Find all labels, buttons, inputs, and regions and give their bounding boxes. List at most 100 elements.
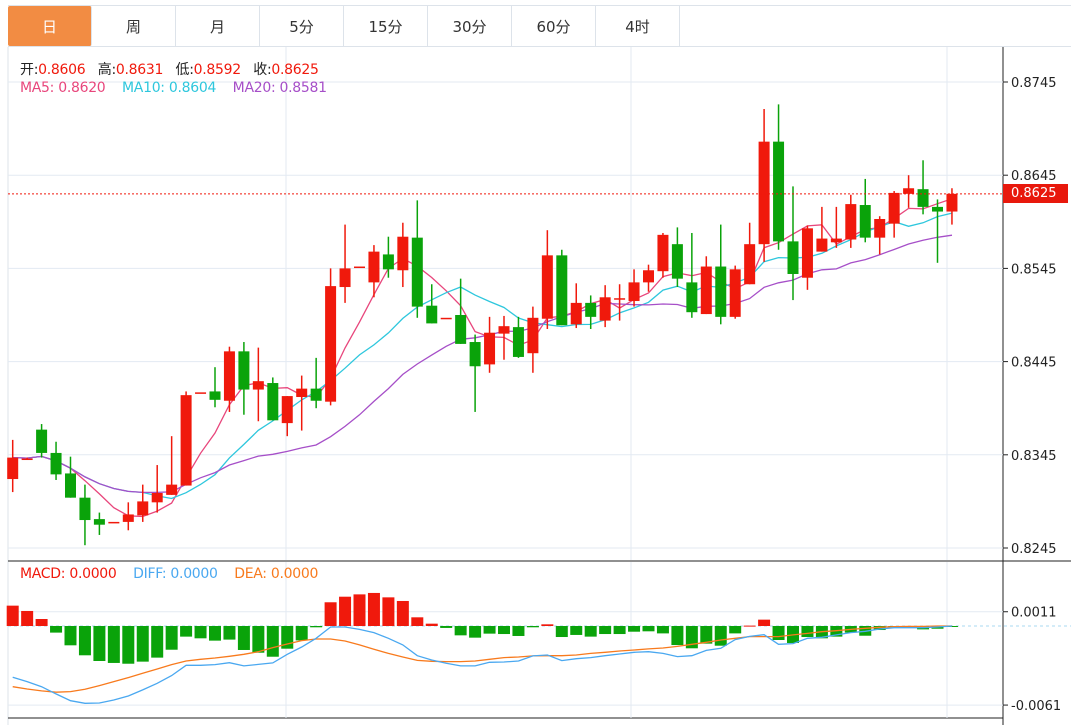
macd-legend: MACD: 0.0000 DIFF: 0.0000 DEA: 0.0000 bbox=[20, 566, 318, 582]
macd-histogram-bar bbox=[526, 626, 539, 628]
ohlc-legend: 开:0.8606 高:0.8631 低:0.8592 收:0.8625 bbox=[20, 59, 319, 79]
candle-up bbox=[541, 255, 553, 319]
ma20-value: MA20: 0.8581 bbox=[232, 80, 327, 96]
candle-up bbox=[845, 204, 857, 240]
macd-histogram-bar bbox=[237, 626, 250, 650]
low-value: 0.8592 bbox=[193, 62, 241, 78]
dea-line bbox=[12, 625, 952, 693]
current-price-tag: 0.8625 bbox=[1003, 184, 1068, 203]
candle-up bbox=[729, 269, 741, 317]
candle-up bbox=[527, 317, 539, 354]
macd-histogram-bar bbox=[324, 602, 337, 626]
macd-histogram-bar bbox=[498, 626, 510, 635]
candle-down bbox=[79, 497, 91, 521]
price-axis-label: 0.8245 bbox=[1011, 542, 1057, 557]
candle-up bbox=[223, 351, 235, 401]
candle-up bbox=[296, 388, 308, 398]
tab-30min[interactable]: 30分 bbox=[428, 6, 512, 46]
candle-up bbox=[484, 332, 496, 365]
macd-histogram-bar bbox=[122, 626, 135, 664]
ma-legend: MA5: 0.8620 MA10: 0.8604 MA20: 0.8581 bbox=[20, 80, 327, 96]
candle-up bbox=[801, 228, 813, 278]
low-label: 低: bbox=[175, 62, 194, 78]
macd-histogram-bar bbox=[584, 626, 597, 637]
macd-histogram-bar bbox=[743, 625, 756, 627]
macd-histogram-bar bbox=[758, 619, 771, 626]
macd-histogram-bar bbox=[194, 626, 207, 639]
price-axis-label: 0.8345 bbox=[1011, 449, 1057, 464]
macd-histogram-bar bbox=[570, 626, 583, 635]
close-value: 0.8625 bbox=[271, 62, 319, 78]
candle-up bbox=[325, 286, 337, 402]
tab-60min[interactable]: 60分 bbox=[512, 6, 596, 46]
candle-down bbox=[411, 237, 423, 307]
candle-up bbox=[874, 219, 886, 238]
macd-histogram-bar bbox=[396, 600, 409, 626]
candle-up bbox=[758, 141, 770, 245]
candle-up bbox=[195, 392, 207, 394]
macd-histogram-bar bbox=[64, 626, 77, 646]
candle-down bbox=[36, 429, 48, 453]
candle-up bbox=[830, 238, 842, 243]
candle-up bbox=[368, 251, 380, 283]
tab-5min[interactable]: 5分 bbox=[260, 6, 344, 46]
candle-up bbox=[166, 484, 178, 495]
macd-histogram-bar bbox=[714, 626, 727, 646]
macd-histogram-bar bbox=[613, 626, 626, 635]
macd-histogram-bar bbox=[700, 626, 713, 644]
dea-value: DEA: 0.0000 bbox=[234, 566, 319, 582]
candle-down bbox=[686, 282, 698, 313]
macd-histogram-bar bbox=[555, 626, 568, 638]
macd-histogram-bar bbox=[454, 626, 467, 636]
tab-15min[interactable]: 15分 bbox=[344, 6, 428, 46]
price-axis-label: 0.8745 bbox=[1011, 76, 1057, 91]
candle-down bbox=[65, 473, 76, 498]
ma10-value: MA10: 0.8604 bbox=[122, 80, 217, 96]
diff-value: DIFF: 0.0000 bbox=[133, 566, 218, 582]
candle-up bbox=[816, 238, 828, 252]
candle-up bbox=[744, 244, 756, 285]
ma5-line bbox=[12, 198, 953, 518]
candle-up bbox=[498, 326, 510, 334]
candle-up bbox=[137, 501, 149, 516]
high-value: 0.8631 bbox=[115, 62, 164, 78]
candle-down bbox=[556, 255, 568, 326]
macd-histogram-bar bbox=[165, 626, 178, 650]
candle-up bbox=[599, 297, 611, 321]
tab-day[interactable]: 日 bbox=[8, 6, 92, 46]
candle-down bbox=[93, 519, 105, 525]
macd-value: MACD: 0.0000 bbox=[20, 566, 117, 582]
macd-histogram-bar bbox=[411, 617, 424, 626]
macd-histogram-bar bbox=[541, 624, 554, 626]
candle-up bbox=[946, 193, 958, 212]
candle-down bbox=[209, 391, 221, 400]
candle-up bbox=[108, 521, 120, 524]
candle-up bbox=[21, 458, 33, 461]
macd-histogram-bar bbox=[151, 626, 164, 658]
candle-down bbox=[310, 388, 322, 401]
candle-down bbox=[715, 266, 727, 317]
macd-histogram-bar bbox=[512, 626, 525, 636]
open-value: 0.8606 bbox=[38, 62, 86, 78]
candle-down bbox=[382, 254, 394, 270]
candle-down bbox=[238, 351, 250, 390]
macd-histogram-bar bbox=[873, 626, 886, 631]
price-axis-label: 0.8645 bbox=[1011, 169, 1057, 184]
macd-histogram-bar bbox=[93, 626, 106, 662]
tab-4hour[interactable]: 4时 bbox=[596, 6, 680, 46]
candle-down bbox=[787, 241, 799, 274]
candle-down bbox=[469, 342, 481, 367]
candle-up bbox=[339, 268, 351, 288]
macd-histogram-bar bbox=[50, 626, 63, 633]
tab-month[interactable]: 月 bbox=[176, 6, 260, 46]
candle-up bbox=[570, 302, 582, 325]
candle-down bbox=[512, 327, 524, 357]
macd-histogram-bar bbox=[729, 626, 742, 634]
macd-histogram-bar bbox=[642, 626, 655, 632]
candle-up bbox=[281, 396, 293, 424]
candle-up bbox=[252, 381, 264, 390]
tab-week[interactable]: 周 bbox=[92, 6, 176, 46]
macd-histogram-bar bbox=[6, 605, 19, 626]
candle-up bbox=[614, 298, 626, 300]
